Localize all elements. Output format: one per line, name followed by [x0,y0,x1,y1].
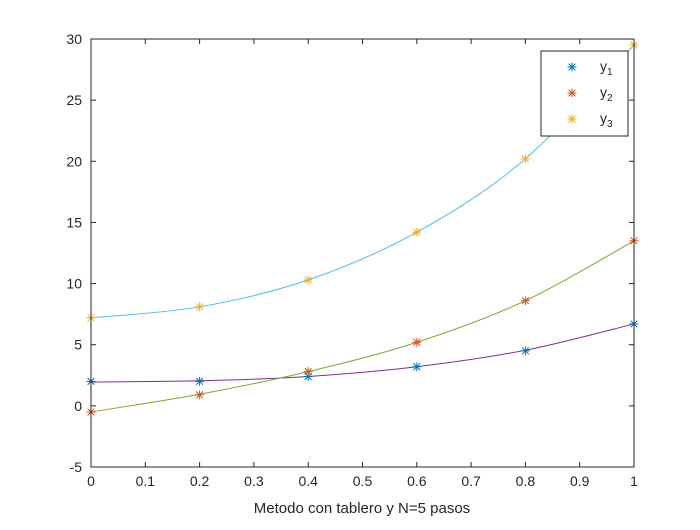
ticks-layer: 0 0.1 0.2 0.3 0.4 0.5 0.6 0.7 0.8 0.9 1-5051015202… [66,31,638,489]
data-point-y3-1 [195,302,205,312]
data-point-y1-4 [520,346,530,356]
x-tick-label: 0.2 [190,473,210,489]
data-point-y1-3 [412,362,422,372]
x-tick-label: 1 [630,473,638,489]
y-tick-label: 0 [74,398,82,414]
x-tick-label: 0.9 [570,473,590,489]
x-tick-label: 0.4 [298,473,318,489]
data-point-y1-1 [195,376,205,386]
y-tick-label: 30 [66,31,82,47]
y-tick-label: 10 [66,276,82,292]
x-axis-label: Metodo con tablero y N=5 pasos [254,500,470,517]
legend-marker-y1 [567,62,577,72]
legend-marker-y3 [567,114,577,124]
data-point-y2-4 [520,296,530,306]
legend-subscript: 3 [607,119,613,130]
legend-subscript: 2 [607,93,613,104]
x-tick-label: 0.5 [353,473,373,489]
data-point-y2-1 [195,390,205,400]
y-tick-label: 5 [74,337,82,353]
x-tick-label: 0 [87,473,95,489]
curve-1 [90,323,635,383]
curve-2 [90,240,635,413]
legend-marker-y2 [567,88,577,98]
legend-box [540,50,629,137]
x-tick-label: 0.1 [136,473,156,489]
x-tick-label: 0.8 [516,473,536,489]
x-tick-label: 0.3 [244,473,264,489]
data-point-y3-2 [303,275,313,285]
x-tick-label: 0.7 [461,473,481,489]
y-tick-label: -5 [70,459,83,475]
data-point-y2-2 [303,367,313,377]
data-point-y3-3 [412,227,422,237]
y-tick-label: 25 [66,92,82,108]
x-tick-label: 0.6 [407,473,427,489]
y-tick-label: 20 [66,153,82,169]
data-point-y3-4 [520,154,530,164]
y-tick-label: 15 [66,214,82,230]
data-point-y2-3 [412,337,422,347]
legend-subscript: 1 [607,67,613,78]
